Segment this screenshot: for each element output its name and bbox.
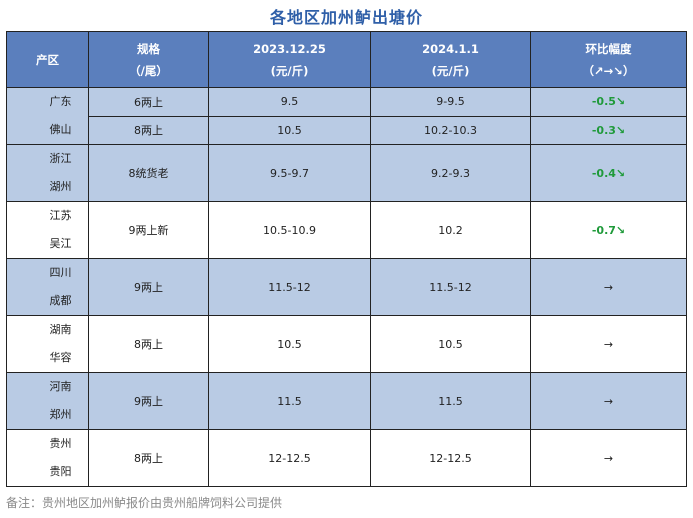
price-cell: 10.5 — [370, 315, 531, 373]
change-cell: → — [530, 372, 687, 430]
header-date1: 2023.12.25 (元/斤) — [208, 31, 371, 88]
region-cell: 广东 佛山 — [6, 87, 89, 145]
table-row: 广东 佛山 6两上 9.5 9-9.5 -0.5↘ — [6, 87, 687, 145]
price-cell: 11.5 — [208, 372, 371, 430]
header-region: 产区 — [6, 31, 89, 88]
table-header-row: 产区 规格 （/尾） 2023.12.25 (元/斤) 2024.1.1 (元/斤) … — [6, 31, 687, 88]
price-cell: 10.5 — [208, 115, 371, 145]
price-cell: 10.2 — [370, 201, 531, 259]
change-cell: → — [530, 258, 687, 316]
region-cell: 浙江 湖州 — [6, 144, 89, 202]
price-cell: 10.2-10.3 — [370, 115, 531, 145]
price-cell: 9-9.5 — [370, 87, 531, 117]
table-row: 8两上 10.5 10.2-10.3 -0.3↘ — [7, 115, 687, 145]
change-cell: → — [530, 429, 687, 487]
spec-cell: 9两上新 — [88, 201, 209, 259]
price-cell: 10.5 — [208, 315, 371, 373]
table-row: 湖南 华容 8两上 10.5 10.5 → — [6, 315, 687, 373]
region-cell: 湖南 华容 — [6, 315, 89, 373]
spec-cell: 8两上 — [88, 315, 209, 373]
region-cell: 河南 郑州 — [6, 372, 89, 430]
header-change: 环比幅度 （↗→↘） — [530, 31, 687, 88]
price-cell: 10.5-10.9 — [208, 201, 371, 259]
change-cell: → — [530, 315, 687, 373]
table-row: 贵州 贵阳 8两上 12-12.5 12-12.5 → — [6, 429, 687, 487]
table-row: 河南 郑州 9两上 11.5 11.5 → — [6, 372, 687, 430]
change-cell: -0.4↘ — [530, 144, 687, 202]
table-row: 浙江 湖州 8统货老 9.5-9.7 9.2-9.3 -0.4↘ — [6, 144, 687, 202]
price-table: 产区 规格 （/尾） 2023.12.25 (元/斤) 2024.1.1 (元/斤) … — [6, 31, 687, 487]
price-cell: 11.5-12 — [208, 258, 371, 316]
region-cell: 贵州 贵阳 — [6, 429, 89, 487]
price-cell: 9.5-9.7 — [208, 144, 371, 202]
price-cell: 12-12.5 — [208, 429, 371, 487]
region-cell: 江苏 吴江 — [6, 201, 89, 259]
spec-cell: 6两上 — [88, 87, 209, 117]
price-cell: 11.5-12 — [370, 258, 531, 316]
price-cell: 9.5 — [208, 87, 371, 117]
price-cell: 12-12.5 — [370, 429, 531, 487]
change-cell: -0.7↘ — [530, 201, 687, 259]
spec-cell: 8两上 — [88, 429, 209, 487]
change-cell: -0.3↘ — [530, 115, 687, 145]
spec-cell: 9两上 — [88, 372, 209, 430]
price-cell: 9.2-9.3 — [370, 144, 531, 202]
price-cell: 11.5 — [370, 372, 531, 430]
page-title: 各地区加州鲈出塘价 — [269, 8, 423, 27]
table-row: 四川 成都 9两上 11.5-12 11.5-12 → — [6, 258, 687, 316]
table-row: 江苏 吴江 9两上新 10.5-10.9 10.2 -0.7↘ — [6, 201, 687, 259]
spec-cell: 8统货老 — [88, 144, 209, 202]
header-spec: 规格 （/尾） — [88, 31, 209, 88]
region-cell: 四川 成都 — [6, 258, 89, 316]
footnote: 备注：贵州地区加州鲈报价由贵州船牌饲料公司提供 — [6, 496, 283, 510]
header-date2: 2024.1.1 (元/斤) — [370, 31, 531, 88]
spec-cell: 8两上 — [88, 115, 209, 145]
spec-cell: 9两上 — [88, 258, 209, 316]
change-cell: -0.5↘ — [530, 87, 687, 117]
